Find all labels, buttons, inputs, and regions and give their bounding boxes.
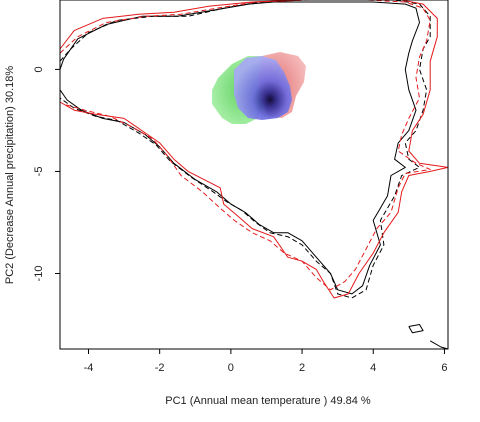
contour-line-5 <box>408 324 424 334</box>
contour-line-1 <box>59 1 420 295</box>
contour-lines <box>59 0 449 350</box>
contour-line-2 <box>59 0 431 299</box>
density-patch-blue <box>234 56 292 120</box>
x-tick-label: 2 <box>299 362 305 374</box>
contour-line-3 <box>59 0 449 299</box>
contour-line-6 <box>429 340 449 350</box>
x-tick-label: -4 <box>84 362 94 374</box>
y-tick-label: 0 <box>33 66 45 72</box>
x-tick-label: 0 <box>228 362 234 374</box>
y-axis: 0 -5 -10 <box>33 66 60 281</box>
x-axis: -4 -2 0 2 4 6 <box>84 349 448 374</box>
y-tick-label: -10 <box>33 266 45 282</box>
x-tick-label: -2 <box>155 362 165 374</box>
contour-line-4 <box>59 0 431 291</box>
x-axis-label: PC1 (Annual mean temperature ) 49.84 % <box>165 395 371 407</box>
x-tick-label: 4 <box>370 362 376 374</box>
y-axis-label: PC2 (Decrease Annual precipitation) 30.1… <box>4 66 16 285</box>
density-patches <box>212 52 306 124</box>
y-tick-label: -5 <box>33 167 45 177</box>
plot-frame <box>59 0 449 350</box>
x-tick-label: 6 <box>441 362 447 374</box>
